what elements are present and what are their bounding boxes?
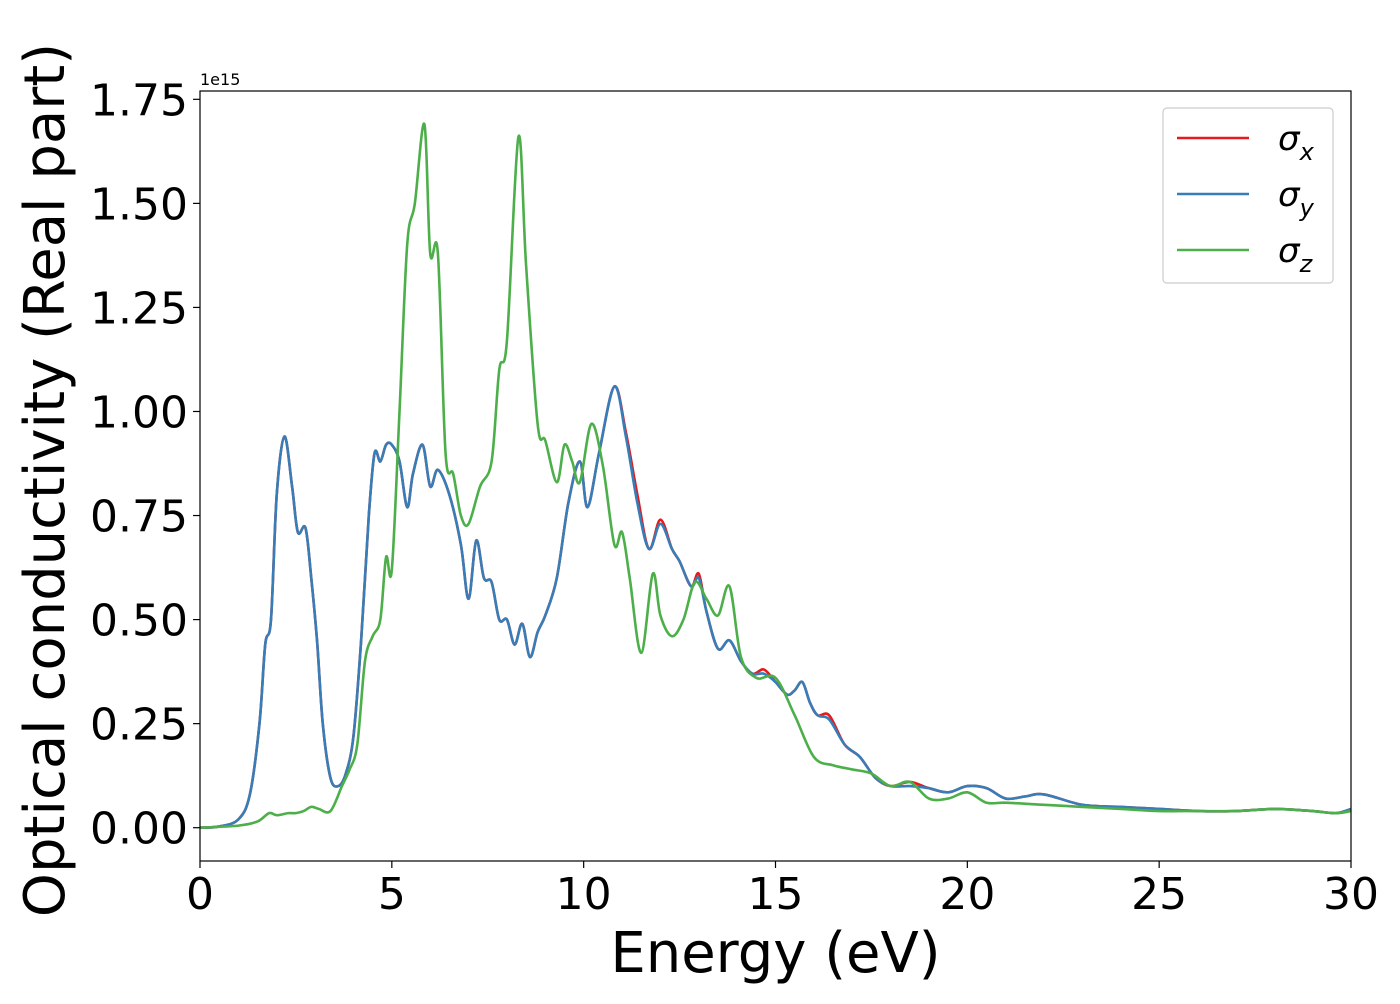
legend-label-y: σy (1278, 175, 1315, 222)
x-tick-label: 20 (939, 869, 995, 920)
y-axis: 0.00 0.25 0.50 0.75 1.00 1.25 1.50 1.75 (90, 75, 200, 855)
y-tick-label: 1.25 (90, 283, 188, 334)
y-tick-label: 1.00 (90, 387, 188, 438)
x-tick-label: 10 (556, 869, 612, 920)
y-tick-label: 1.75 (90, 75, 188, 126)
x-tick-label: 30 (1323, 869, 1379, 920)
legend-label-z: σz (1278, 231, 1314, 278)
x-tick-label: 0 (186, 869, 214, 920)
plot-lines (200, 122, 1351, 829)
x-tick-label: 5 (378, 869, 406, 920)
x-tick-label: 25 (1131, 869, 1187, 920)
x-axis-title: Energy (eV) (610, 921, 940, 986)
y-tick-label: 0.00 (90, 804, 188, 855)
series-line-x (200, 385, 1351, 829)
legend-box (1162, 107, 1334, 284)
series-line-z (200, 122, 1351, 829)
y-axis-scale-label: 1e15 (200, 70, 240, 89)
y-tick-label: 1.50 (90, 179, 188, 230)
y-tick-label: 0.50 (90, 596, 188, 647)
legend: σx σy σz (1162, 107, 1334, 284)
y-tick-label: 0.25 (90, 700, 188, 751)
series-line-y (200, 385, 1351, 829)
x-axis: 0 5 10 15 20 25 30 (186, 861, 1379, 920)
x-tick-label: 15 (748, 869, 804, 920)
legend-label-x: σx (1278, 119, 1315, 166)
y-tick-label: 0.75 (90, 492, 188, 543)
y-axis-title: Optical conductivity (Real part) (13, 43, 78, 917)
